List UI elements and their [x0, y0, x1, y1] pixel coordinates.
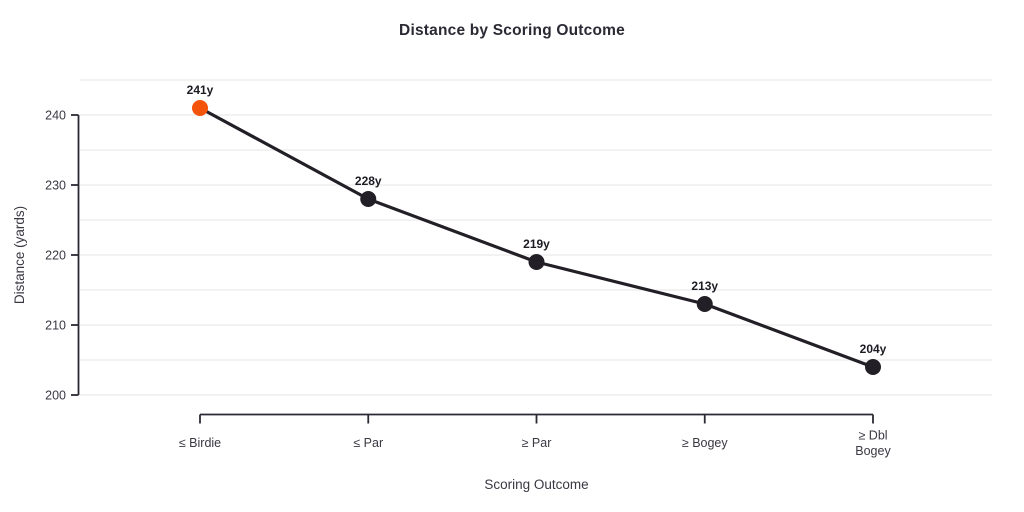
x-tick-label: ≥ Par	[522, 436, 552, 450]
chart-title: Distance by Scoring Outcome	[399, 22, 625, 39]
data-point	[865, 359, 881, 375]
x-tick-label: ≤ Birdie	[179, 436, 221, 450]
y-tick-label: 200	[45, 389, 66, 403]
y-axis-title: Distance (yards)	[12, 206, 27, 304]
point-label: 228y	[355, 174, 382, 188]
data-point-highlight	[192, 100, 208, 116]
y-tick-label: 240	[45, 109, 66, 123]
point-label: 213y	[691, 279, 718, 293]
data-point	[528, 254, 545, 270]
point-label: 219y	[523, 237, 550, 251]
y-tick-label: 210	[45, 319, 66, 333]
data-point	[696, 296, 713, 312]
y-tick-label: 220	[45, 249, 66, 263]
x-axis-title: Scoring Outcome	[484, 477, 588, 492]
point-label: 241y	[187, 83, 214, 97]
point-label: 204y	[860, 342, 887, 356]
x-tick-label: ≥ Bogey	[682, 436, 729, 450]
x-tick-label: ≤ Par	[353, 436, 383, 450]
y-tick-label: 230	[45, 179, 66, 193]
x-tick-label: ≥ Dbl Bogey	[855, 428, 891, 458]
data-point	[360, 191, 377, 207]
